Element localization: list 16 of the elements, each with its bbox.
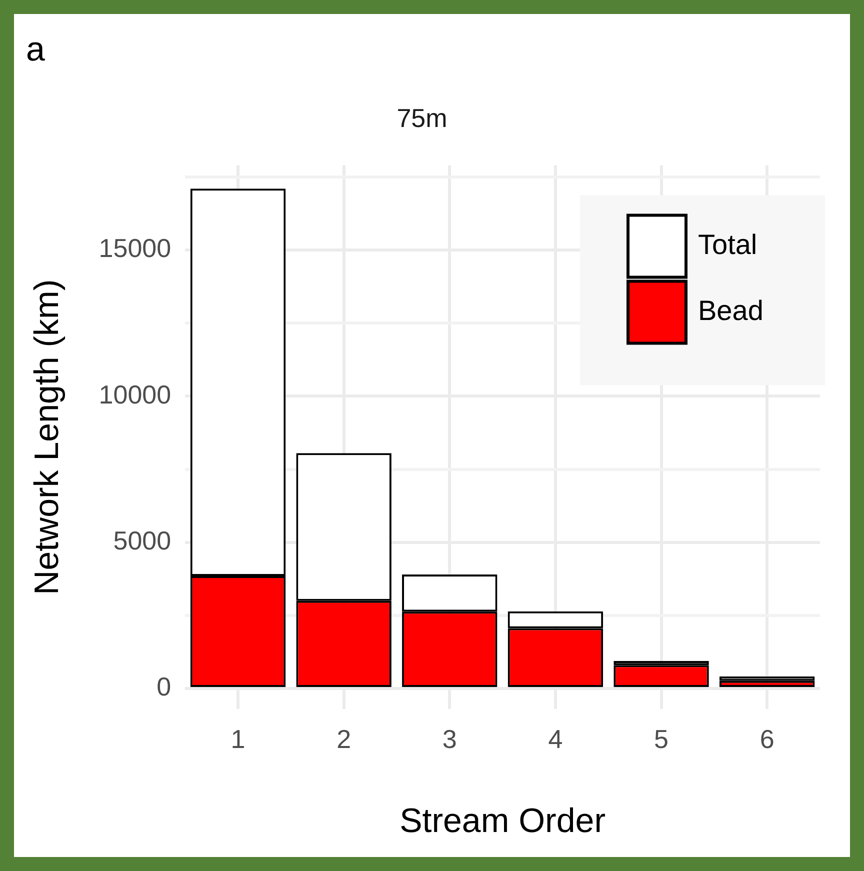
- y-tick-label: 0: [156, 672, 172, 702]
- x-tick-label: 4: [548, 724, 563, 754]
- y-tick-label: 5000: [113, 526, 172, 556]
- x-tick-label: 2: [336, 724, 352, 754]
- text: a: [26, 30, 45, 68]
- y-tick-label: 10000: [98, 379, 172, 410]
- x-tick-label: 1: [230, 724, 246, 754]
- x-tick-label: 6: [760, 724, 774, 754]
- x-axis-title: Stream Order: [400, 802, 606, 840]
- x-tick-label: 5: [654, 724, 669, 754]
- chart-title: 75m: [396, 102, 448, 133]
- x-tick-label: 3: [442, 724, 457, 754]
- y-axis-title: Network Length (km): [28, 279, 66, 595]
- y-tick-label: 15000: [98, 233, 172, 264]
- legend-label: Bead: [698, 294, 764, 326]
- legend-label: Total: [698, 228, 758, 260]
